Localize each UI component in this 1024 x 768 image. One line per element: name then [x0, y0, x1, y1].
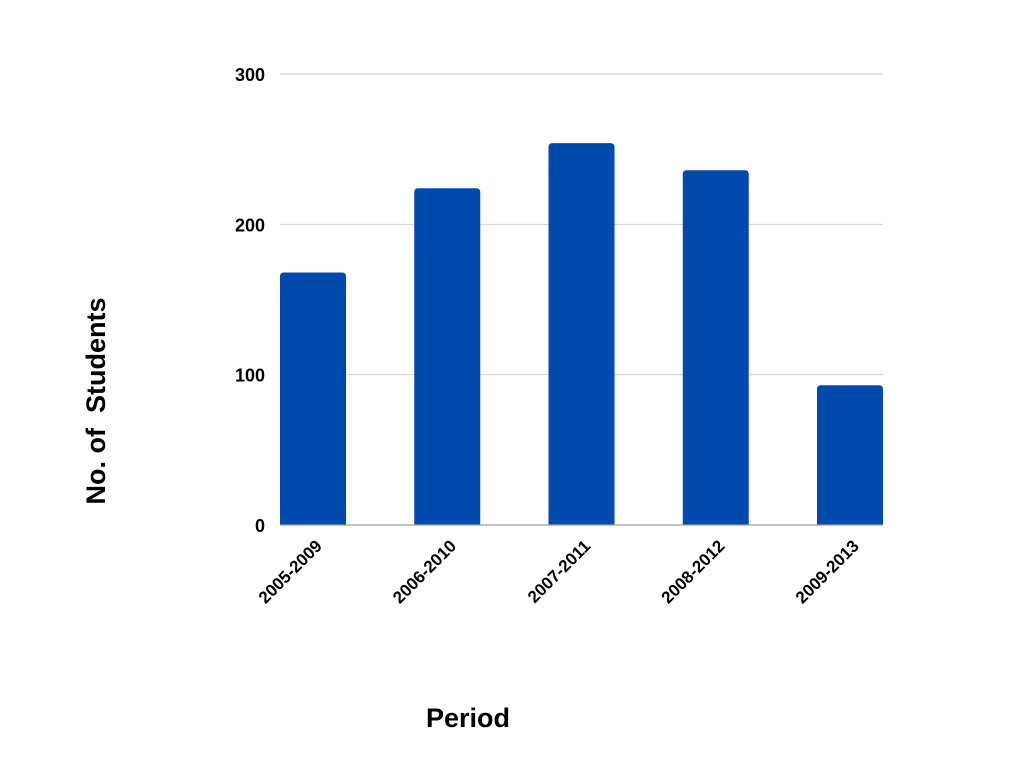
bar-2007-2011: [548, 143, 615, 526]
y-axis-ticks: 0 100 200 300: [235, 65, 265, 536]
y-tick-label: 300: [235, 65, 265, 85]
y-tick-label: 200: [235, 215, 265, 235]
x-tick-label: 2007-2011: [524, 536, 594, 606]
bar-2006-2010: [414, 188, 481, 525]
x-tick-label: 2005-2009: [255, 536, 326, 607]
bars: [280, 143, 883, 526]
y-axis-title: No. of Students: [81, 298, 111, 505]
x-tick-label: 2008-2012: [658, 536, 729, 607]
bar-2005-2009: [280, 272, 346, 525]
x-axis-title: Period: [426, 703, 510, 733]
x-tick-label: 2006-2010: [389, 536, 460, 607]
x-axis-ticks: 2005-2009 2006-2010 2007-2011 2008-2012 2009…: [255, 536, 863, 607]
y-tick-label: 0: [255, 516, 265, 536]
bar-2009-2013: [817, 385, 883, 525]
bar-2008-2012: [682, 170, 749, 526]
y-tick-label: 100: [235, 366, 265, 386]
x-tick-label: 2009-2013: [792, 536, 863, 607]
